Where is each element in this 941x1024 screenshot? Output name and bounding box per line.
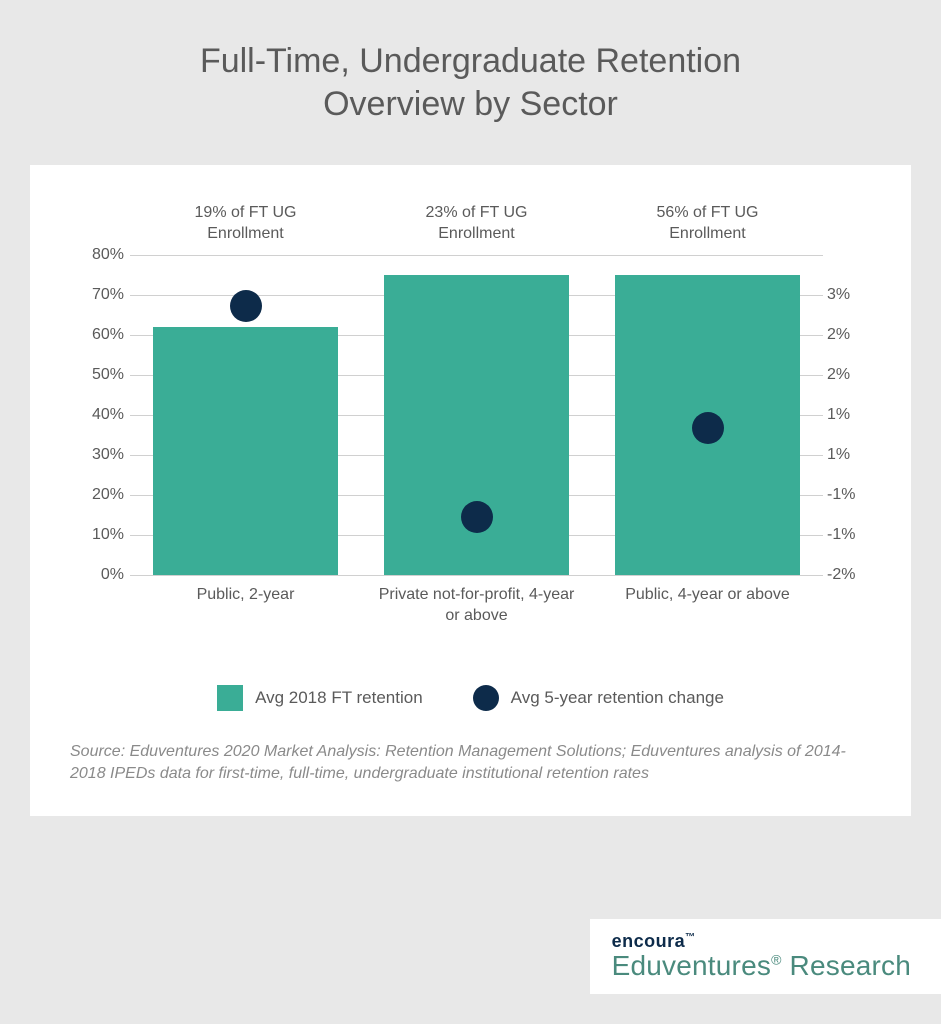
y-right-tick-label: 2% — [827, 366, 867, 384]
y-right-tick-label: 1% — [827, 406, 867, 424]
plot-area: 0%-2%10%-1%20%-1%30%1%40%1%50%2%60%2%70%… — [130, 255, 823, 575]
legend-item-bar: Avg 2018 FT retention — [217, 685, 423, 711]
footer-logo: encoura™ Eduventures® Research — [590, 919, 941, 994]
y-left-tick-label: 50% — [76, 366, 124, 384]
bar — [153, 327, 338, 575]
gridline — [130, 255, 823, 256]
y-right-tick-label: 1% — [827, 446, 867, 464]
y-left-tick-label: 10% — [76, 526, 124, 544]
y-right-tick-label: -1% — [827, 486, 867, 504]
source-text: Source: Eduventures 2020 Market Analysis… — [70, 741, 871, 786]
y-left-tick-label: 20% — [76, 486, 124, 504]
brand-bottom: Eduventures® Research — [612, 950, 911, 982]
y-right-tick-label: -1% — [827, 526, 867, 544]
legend-label-marker: Avg 5-year retention change — [511, 688, 724, 708]
bar-annotation: 23% of FT UGEnrollment — [387, 203, 567, 245]
page-title: Full-Time, Undergraduate Retention Overv… — [30, 40, 911, 125]
legend-swatch-marker — [473, 685, 499, 711]
chart-card: 0% -2% 10% -1% 20% -1% 30% 1% 40% 1% 50% 2% 60% 2% 70%… — [30, 165, 911, 816]
marker — [461, 501, 493, 533]
legend-item-marker: Avg 5-year retention change — [473, 685, 724, 711]
legend-label-bar: Avg 2018 FT retention — [255, 688, 423, 708]
y-left-tick-label: 80% — [76, 246, 124, 264]
y-left-tick-label: 60% — [76, 326, 124, 344]
bar-annotation: 56% of FT UGEnrollment — [618, 203, 798, 245]
title-line-1: Full-Time, Undergraduate Retention — [200, 42, 741, 80]
bar-annotation: 19% of FT UGEnrollment — [156, 203, 336, 245]
category-label: Private not-for-profit, 4-year or above — [377, 585, 577, 627]
legend: Avg 2018 FT retention Avg 5-year retenti… — [70, 685, 871, 711]
chart-container: Full-Time, Undergraduate Retention Overv… — [0, 0, 941, 1024]
y-left-tick-label: 0% — [76, 566, 124, 584]
y-right-tick-label: 2% — [827, 326, 867, 344]
y-left-tick-label: 70% — [76, 286, 124, 304]
y-left-tick-label: 30% — [76, 446, 124, 464]
y-right-tick-label: -2% — [827, 566, 867, 584]
y-right-tick-label: 3% — [827, 286, 867, 304]
marker — [230, 290, 262, 322]
legend-swatch-bar — [217, 685, 243, 711]
category-label: Public, 4-year or above — [608, 585, 808, 606]
chart-plot: 0% -2% 10% -1% 20% -1% 30% 1% 40% 1% 50% 2% 60% 2% 70%… — [70, 195, 871, 635]
category-label: Public, 2-year — [146, 585, 346, 606]
marker — [692, 412, 724, 444]
title-line-2: Overview by Sector — [323, 85, 618, 123]
gridline — [130, 575, 823, 576]
brand-top: encoura™ — [612, 931, 911, 952]
y-left-tick-label: 40% — [76, 406, 124, 424]
